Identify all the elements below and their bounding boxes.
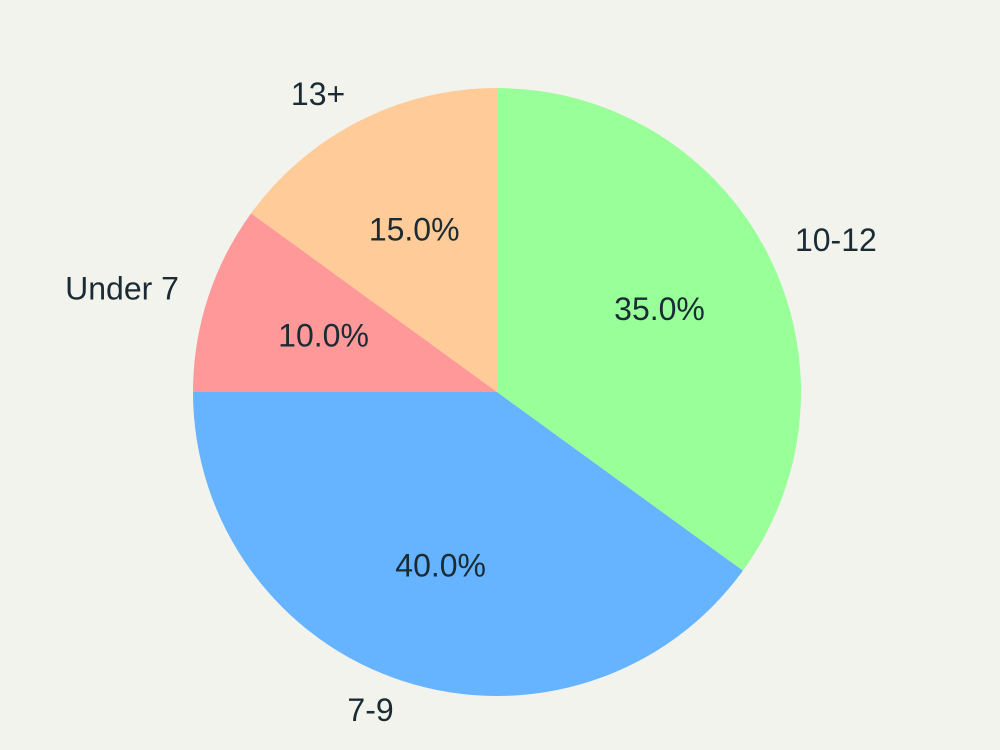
pie-slices [193,88,801,696]
pie-slice-13 [251,88,497,392]
pie-category-label: 13+ [291,76,345,112]
pie-slice-7-9 [193,392,743,696]
pie-slice-10-12 [497,88,801,571]
pie-labels: 15.0% 13+ 10.0% Under 7 40.0% 7-9 35.0% 10-12 [65,76,877,728]
pie-pct-label: 10.0% [278,318,369,354]
pie-category-label: 10-12 [795,222,877,258]
pie-slice-under-7 [193,213,497,392]
pie-category-label: 7-9 [347,692,393,728]
pie-pct-label: 15.0% [369,211,460,247]
pie-pct-label: 35.0% [614,291,705,327]
pie-pct-label: 40.0% [395,547,486,583]
pie-category-label: Under 7 [65,271,179,307]
